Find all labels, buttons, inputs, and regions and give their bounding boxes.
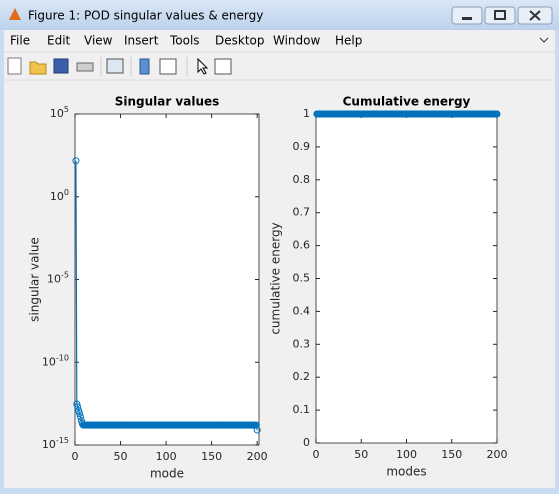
y-tick-label: 0.4 [293, 304, 311, 317]
y-tick-label: 0.3 [293, 337, 311, 350]
toolbar [7, 57, 232, 76]
data-point [72, 157, 80, 165]
y-tick-label: 0.6 [293, 239, 311, 252]
menu-item[interactable]: Edit [47, 34, 71, 48]
y-tick-label: 105 [50, 105, 69, 121]
window-controls [451, 6, 553, 25]
plot-area [315, 113, 498, 444]
y-axis-label: singular value [28, 237, 42, 322]
data-point [252, 421, 260, 429]
menu-item[interactable]: Tools [169, 34, 200, 48]
y-tick-label: 0 [303, 436, 310, 449]
x-tick-label: 50 [354, 448, 368, 461]
chart-title: Cumulative energy [343, 95, 471, 109]
menu-item[interactable]: View [84, 34, 113, 48]
y-tick-label: 10-15 [42, 436, 69, 452]
data-point [76, 410, 84, 418]
legend-button[interactable] [159, 58, 177, 75]
menu-item[interactable]: Help [335, 34, 362, 48]
y-tick-label: 0.9 [293, 140, 311, 153]
menu-arrow[interactable] [539, 37, 549, 43]
save-button[interactable] [53, 58, 69, 74]
menu-item[interactable]: File [10, 34, 30, 48]
y-tick-label: 0.5 [293, 272, 311, 285]
data-point [76, 413, 84, 421]
window-title: Figure 1: POD singular values & energy [28, 9, 263, 23]
data-point [74, 403, 82, 411]
x-tick-label: 0 [72, 450, 79, 463]
y-tick-label: 10-10 [42, 353, 69, 369]
x-tick-label: 0 [313, 448, 320, 461]
new-button[interactable] [7, 57, 22, 75]
y-tick-label: 0.8 [293, 173, 311, 186]
minimize-glyph [462, 17, 472, 20]
colorbar-button[interactable] [139, 58, 150, 75]
y-tick-label: 0.7 [293, 206, 311, 219]
open-button[interactable] [29, 61, 47, 75]
data-point [493, 110, 501, 118]
chart-title: Singular values [115, 95, 220, 109]
maximize-button[interactable] [484, 6, 516, 25]
print-button[interactable] [76, 62, 94, 72]
menu-item[interactable]: Desktop [215, 34, 265, 48]
y-tick-label: 100 [50, 187, 69, 203]
x-axis-label: modes [386, 465, 426, 479]
y-tick-label: 0.1 [293, 403, 311, 416]
app-icon [9, 8, 21, 20]
property-button[interactable] [214, 58, 232, 75]
y-tick-label: 0.2 [293, 370, 311, 383]
x-tick-label: 50 [114, 450, 128, 463]
maximize-glyph [494, 10, 506, 20]
data-point [73, 400, 81, 408]
x-tick-label: 200 [247, 450, 268, 463]
y-axis-label: cumulative energy [269, 222, 283, 334]
pointer-button[interactable] [197, 57, 209, 75]
axes: Singular values mode singular value 0 50 100 1… [28, 95, 268, 481]
x-tick-label: 100 [156, 450, 177, 463]
x-tick-label: 100 [396, 448, 417, 461]
plot-area [74, 113, 260, 446]
x-tick-label: 150 [201, 450, 222, 463]
y-tick-label: 1 [303, 107, 310, 120]
x-tick-label: 150 [441, 448, 462, 461]
menu-item[interactable]: Window [273, 34, 321, 48]
data-point [253, 426, 261, 434]
link-button[interactable] [106, 58, 124, 74]
data-point [75, 407, 83, 415]
menu-bar: File Edit View Insert Tools Desktop Window Help [10, 34, 362, 48]
close-glyph [529, 10, 541, 21]
x-tick-label: 200 [487, 448, 508, 461]
y-tick-label: 10-5 [47, 270, 69, 286]
menu-item[interactable]: Insert [124, 34, 159, 48]
x-axis-label: mode [150, 467, 184, 481]
axes: Cumulative energy modes cumulative energy 0… [269, 95, 508, 479]
minimize-button[interactable] [451, 6, 483, 25]
